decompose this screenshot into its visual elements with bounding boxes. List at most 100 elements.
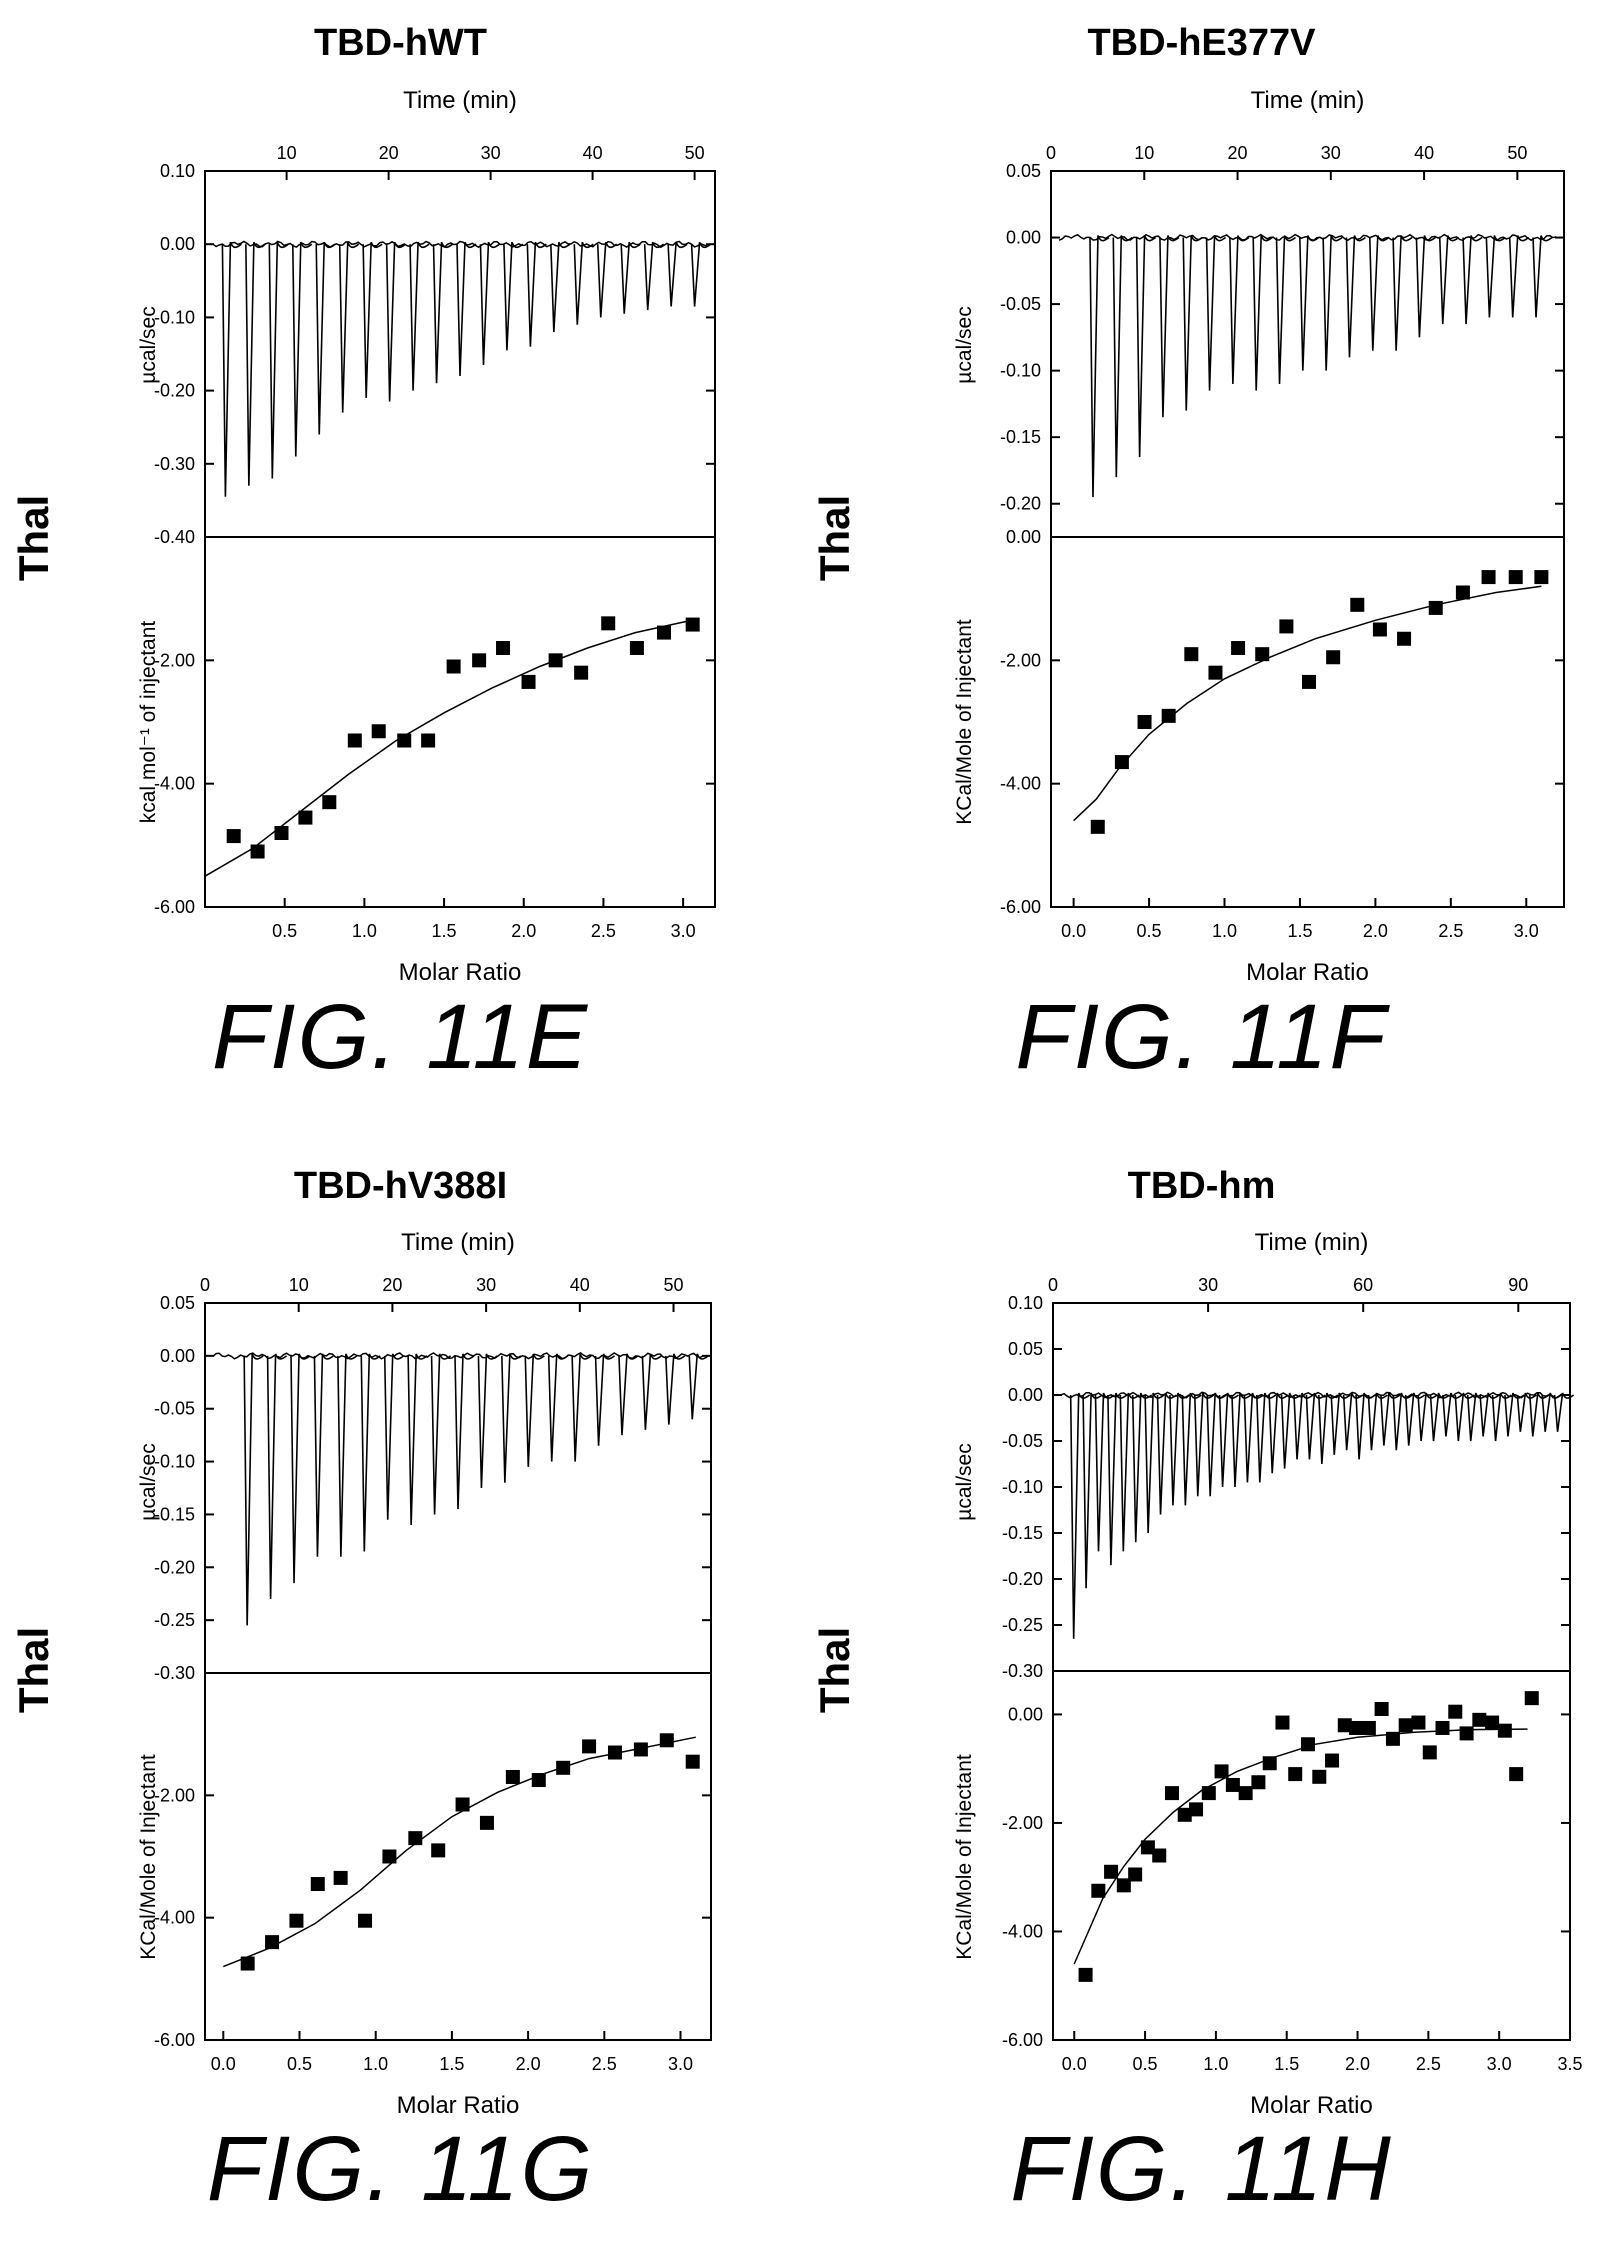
injection-peak: [1454, 1392, 1475, 1442]
bottom-x-tick-label: 2.0: [516, 2054, 541, 2074]
bottom-x-tick-label: 1.0: [352, 921, 377, 941]
top-x-tick-label: 20: [1228, 143, 1248, 163]
injection-peak: [1438, 235, 1460, 325]
bottom-y-tick-label: -2.00: [154, 650, 195, 670]
bottom-x-axis-title: Molar Ratio: [397, 2092, 520, 2119]
injection-peak: [362, 241, 383, 398]
injection-peak: [456, 241, 477, 376]
top-y-tick-label: 0.10: [160, 161, 195, 181]
bottom-y-axis-title: KCal/Mole of Injectant: [953, 1754, 976, 1960]
injection-peak: [550, 241, 571, 333]
injection-peak: [1299, 235, 1320, 371]
data-point: [1524, 1691, 1539, 1706]
fit-curve: [204, 618, 700, 877]
injection-peak: [360, 1353, 381, 1552]
top-y-tick-label: 0.00: [160, 1346, 195, 1366]
injection-peak: [338, 241, 360, 413]
top-plot-frame: [1050, 170, 1565, 538]
chart-svg: Thal Time (min) 0 10 20 30 40 50 0.05 0.00 -0.05 -0…: [811, 87, 1565, 986]
bottom-y-tick-label: -2.00: [1000, 650, 1041, 670]
top-y-tick-label: -0.05: [154, 1399, 195, 1419]
bottom-x-tick-label: 3.0: [1487, 2054, 1512, 2074]
top-plot-frame: [1052, 1302, 1571, 1672]
injection-peak: [667, 241, 688, 307]
top-x-tick-label: 0: [1046, 143, 1056, 163]
injection-peak: [407, 1353, 428, 1526]
top-y-tick-label: 0.10: [1008, 1293, 1043, 1313]
top-y-tick-label: -0.30: [1002, 1661, 1043, 1681]
injection-peak: [1112, 235, 1133, 478]
data-point: [382, 1849, 397, 1864]
data-point: [1225, 1777, 1240, 1792]
injection-peak: [1442, 1392, 1463, 1437]
data-point: [1288, 1767, 1303, 1782]
data-point: [310, 1877, 325, 1892]
bottom-x-tick-label: 1.5: [432, 921, 457, 941]
data-point: [472, 653, 487, 668]
injection-peak: [1275, 235, 1296, 384]
data-point: [659, 1733, 674, 1748]
baseline-trace: [212, 240, 708, 249]
injection-peak: [641, 1353, 662, 1430]
bottom-x-tick-label: 0.5: [1137, 921, 1162, 941]
panel-fig-11e: TBD-hWT Thal Time (min) 10 20 30 40 50 0.10 0.00…: [0, 0, 801, 1127]
top-y-axis-title: µcal/sec: [953, 1443, 976, 1520]
top-y-tick-label: -0.10: [1002, 1477, 1043, 1497]
injection-peak: [1182, 235, 1203, 411]
top-x-tick-label: 40: [1414, 143, 1434, 163]
data-point: [1508, 570, 1523, 585]
top-x-axis-title: Time (min): [1251, 87, 1365, 114]
top-x-tick-label: 50: [1507, 143, 1527, 163]
bottom-x-axis-title: Molar Ratio: [1250, 2092, 1373, 2119]
data-point: [685, 1754, 700, 1769]
injection-peak: [245, 241, 266, 486]
data-point: [431, 1843, 446, 1858]
top-x-tick-label: 30: [476, 1275, 496, 1295]
injection-peak: [1135, 235, 1157, 458]
figure-label: FIG. 11G: [206, 2118, 595, 2220]
top-x-axis-title: Time (min): [1255, 1229, 1369, 1256]
injection-peak: [688, 1353, 709, 1420]
bottom-y-tick-label: 0.00: [1006, 527, 1041, 547]
injection-peak: [1322, 235, 1343, 371]
bottom-x-tick-label: 0.5: [287, 2054, 312, 2074]
figure-label: FIG. 11H: [1010, 2118, 1393, 2220]
bottom-plot-frame: [1052, 1670, 1571, 2041]
data-point: [1350, 597, 1365, 612]
bottom-y-tick-label: -6.00: [154, 897, 195, 917]
data-point: [1337, 1718, 1352, 1733]
injection-peak: [1392, 235, 1413, 351]
bottom-x-axis-title: Molar Ratio: [1246, 959, 1369, 986]
panel-title: TBD-hV388I: [293, 1165, 508, 1207]
injection-peak: [665, 1353, 686, 1425]
data-point: [1422, 1745, 1437, 1760]
injection-peak: [1516, 1392, 1537, 1432]
data-point: [1374, 1701, 1389, 1716]
injection-peak: [1532, 235, 1553, 318]
row-label: Thal: [811, 495, 858, 581]
injection-peak: [573, 241, 594, 325]
top-y-tick-label: -0.10: [1000, 361, 1041, 381]
bottom-x-tick-label: 0.0: [211, 2054, 236, 2074]
row-label: Thal: [10, 1627, 57, 1713]
data-point: [265, 1935, 280, 1950]
data-point: [1114, 755, 1129, 770]
data-point: [496, 641, 511, 655]
data-point: [1251, 1775, 1266, 1790]
data-point: [1116, 1878, 1131, 1893]
figure-label: FIG. 11F: [1015, 986, 1388, 1088]
bottom-x-tick-label: 1.0: [363, 2054, 388, 2074]
top-x-tick-label: 40: [570, 1275, 590, 1295]
bottom-x-tick-label: 2.5: [592, 2054, 617, 2074]
top-y-tick-label: -0.15: [1000, 427, 1041, 447]
injection-peak: [547, 1353, 569, 1462]
injection-peak: [221, 241, 242, 497]
bottom-plot-frame: [1050, 536, 1565, 908]
data-point: [657, 625, 671, 640]
injection-peak: [1069, 1392, 1091, 1639]
data-point: [1152, 1848, 1167, 1863]
bottom-y-axis-title: KCal/Mole of Injectant: [953, 619, 976, 825]
top-y-axis-title: µcal/sec: [953, 306, 976, 383]
injection-peak: [1205, 235, 1227, 391]
data-point: [1255, 647, 1270, 662]
